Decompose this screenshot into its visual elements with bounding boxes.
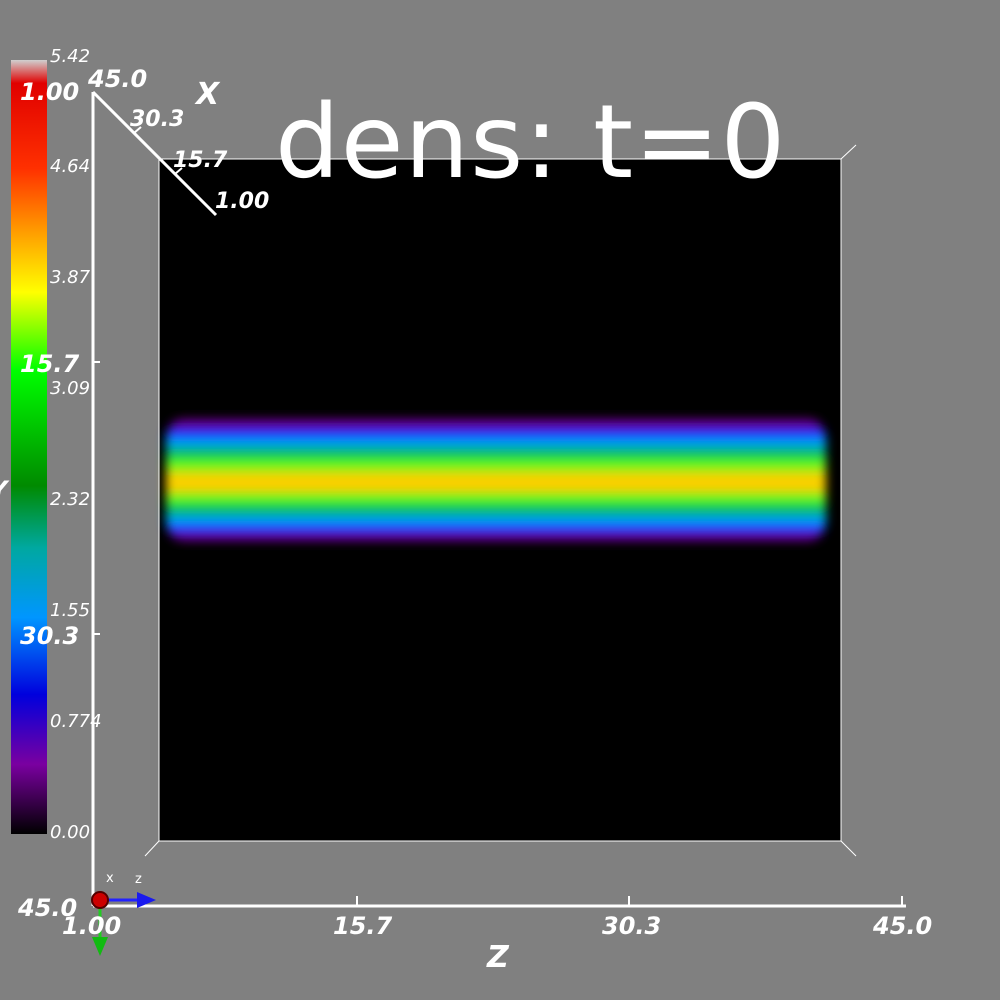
x-axis-name: X bbox=[196, 77, 220, 112]
triad-z-label: z bbox=[135, 872, 142, 887]
z-tick-label: 15.7 bbox=[333, 912, 393, 940]
triad-x-label: x bbox=[106, 871, 114, 886]
colorbar-tick-label: 0.00 bbox=[50, 822, 91, 843]
x-tick-label: 15.7 bbox=[173, 148, 228, 173]
x-tick-label: 1.00 bbox=[215, 189, 270, 214]
z-tick-label: 45.0 bbox=[873, 912, 933, 940]
y-tick-label: 15.7 bbox=[20, 350, 80, 378]
y-axis-name: Y bbox=[0, 478, 7, 502]
x-origin-icon bbox=[91, 891, 109, 909]
y-tick-label: 30.3 bbox=[20, 622, 80, 650]
y-tick-label: 45.0 bbox=[18, 894, 78, 922]
colorbar-tick-label: 2.32 bbox=[50, 489, 91, 510]
x-tick bbox=[174, 167, 183, 175]
box-corner-edge bbox=[840, 840, 857, 857]
x-axis-line bbox=[91, 90, 218, 217]
x-tick-label: 30.3 bbox=[130, 107, 185, 132]
orientation-triad bbox=[91, 891, 156, 956]
colorbar-tick-label: 0.774 bbox=[50, 711, 102, 732]
density-slab bbox=[166, 417, 826, 543]
x-tick-label: 45.0 bbox=[88, 65, 148, 93]
z-tick-label: 1.00 bbox=[62, 912, 122, 940]
z-arrow-icon bbox=[137, 892, 156, 908]
box-corner-edge bbox=[144, 840, 160, 857]
box-corner-edge bbox=[840, 144, 857, 160]
colorbar-tick-label: 5.42 bbox=[50, 46, 91, 67]
z-axis-name: Z bbox=[487, 940, 509, 975]
colorbar-tick-label: 3.87 bbox=[50, 267, 91, 288]
y-arrow-icon bbox=[92, 937, 108, 956]
colorbar-tick-label: 1.55 bbox=[50, 600, 91, 621]
colorbar bbox=[11, 60, 47, 834]
x-tick bbox=[133, 126, 142, 134]
colorbar-tick-label: 3.09 bbox=[50, 378, 91, 399]
bounding-box bbox=[158, 158, 842, 842]
plot-title: dens: t=0 bbox=[275, 83, 787, 202]
colorbar-tick-label: 4.64 bbox=[50, 156, 91, 177]
y-tick-label: 1.00 bbox=[20, 78, 80, 106]
z-tick-label: 30.3 bbox=[602, 912, 662, 940]
